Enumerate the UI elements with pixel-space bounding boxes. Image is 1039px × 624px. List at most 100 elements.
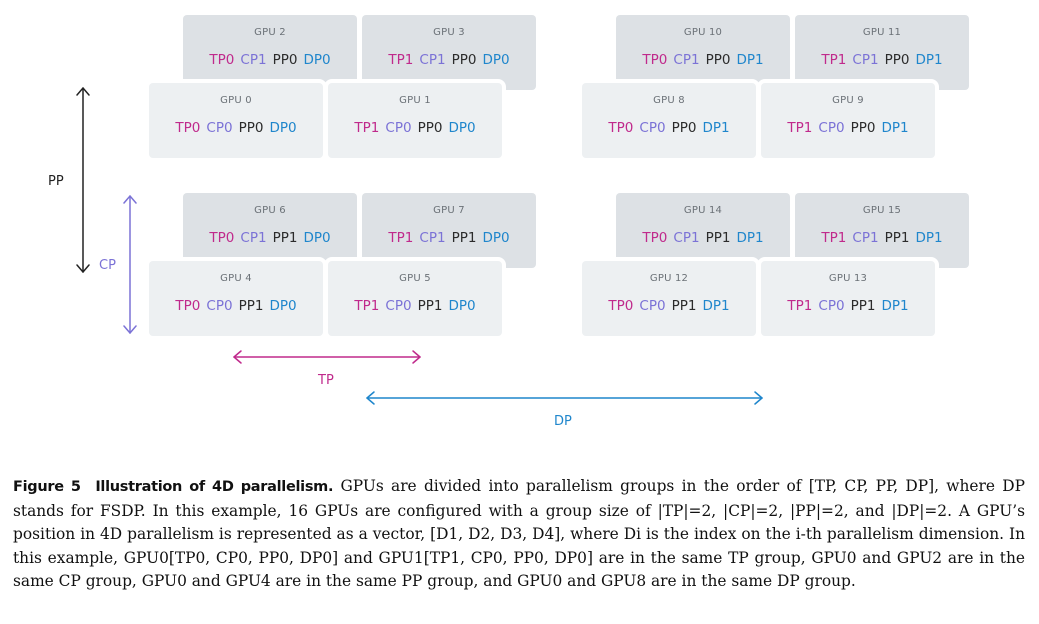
pp-rank: PP0 <box>272 52 298 68</box>
dp-rank: DP1 <box>736 52 764 68</box>
gpu-name: GPU 7 <box>433 205 465 216</box>
cp-axis-label: CP <box>99 258 116 273</box>
gpu-card-8: GPU 8 TP0 CP0 PP0 DP1 <box>582 83 756 158</box>
tp-rank: TP1 <box>787 120 813 136</box>
cp-rank: CP1 <box>673 230 700 246</box>
cp-rank: CP1 <box>240 230 267 246</box>
pp-rank: PP0 <box>417 120 443 136</box>
tp-rank: TP0 <box>642 52 668 68</box>
cp-rank: CP1 <box>673 52 700 68</box>
tp-rank: TP1 <box>787 298 813 314</box>
gpu-name: GPU 12 <box>649 273 689 284</box>
gpu-card-15: GPU 15 TP1 CP1 PP1 DP1 <box>795 193 969 268</box>
tp-arrow <box>233 350 421 364</box>
gpu-name: GPU 10 <box>683 27 723 38</box>
gpu-card-2: GPU 2 TP0 CP1 PP0 DP0 <box>183 15 357 90</box>
cp-rank: CP0 <box>818 298 845 314</box>
tp-rank: TP0 <box>175 298 201 314</box>
pp-rank: PP1 <box>238 298 264 314</box>
gpu-card-11: GPU 11 TP1 CP1 PP0 DP1 <box>795 15 969 90</box>
cp-rank: CP0 <box>639 298 666 314</box>
gpu-ranks: TP1 CP1 PP0 DP0 <box>362 52 536 68</box>
gpu-card-10: GPU 10 TP0 CP1 PP0 DP1 <box>616 15 790 90</box>
dp-rank: DP0 <box>303 230 331 246</box>
gpu-name: GPU 14 <box>683 205 723 216</box>
gpu-card-9: GPU 9 TP1 CP0 PP0 DP1 <box>761 83 935 158</box>
dp-rank: DP1 <box>736 230 764 246</box>
gpu-name: GPU 6 <box>254 205 286 216</box>
caption-body: GPUs are divided into parallelism groups… <box>13 477 1025 590</box>
dp-rank: DP1 <box>881 298 909 314</box>
tp-rank: TP0 <box>608 120 634 136</box>
gpu-name: GPU 0 <box>220 95 252 106</box>
dp-rank: DP1 <box>915 230 943 246</box>
gpu-name: GPU 15 <box>862 205 902 216</box>
pp-rank: PP0 <box>451 52 477 68</box>
cp-rank: CP0 <box>639 120 666 136</box>
axis-arrows <box>76 87 763 405</box>
gpu-ranks: TP0 CP1 PP0 DP0 <box>183 52 357 68</box>
dp-rank: DP0 <box>482 230 510 246</box>
dp-rank: DP1 <box>881 120 909 136</box>
dp-rank: DP0 <box>448 298 476 314</box>
gpu-card-4: GPU 4 TP0 CP0 PP1 DP0 <box>149 261 323 336</box>
tp-rank: TP0 <box>209 230 235 246</box>
gpu-name: GPU 9 <box>832 95 864 106</box>
tp-axis-label: TP <box>318 373 334 388</box>
pp-axis-label: PP <box>48 174 64 189</box>
gpu-name: GPU 3 <box>433 27 465 38</box>
pp-rank: PP0 <box>671 120 697 136</box>
pp-rank: PP1 <box>884 230 910 246</box>
gpu-name: GPU 13 <box>828 273 868 284</box>
pp-rank: PP0 <box>705 52 731 68</box>
dp-rank: DP0 <box>303 52 331 68</box>
pp-rank: PP0 <box>884 52 910 68</box>
cp-rank: CP1 <box>240 52 267 68</box>
dp-rank: DP0 <box>269 120 297 136</box>
figure-caption: Figure 5 Illustration of 4D parallelism.… <box>13 475 1025 594</box>
gpu-ranks: TP0 CP0 PP0 DP1 <box>582 120 756 136</box>
gpu-ranks: TP0 CP0 PP1 DP1 <box>582 298 756 314</box>
tp-rank: TP1 <box>354 298 380 314</box>
tp-rank: TP0 <box>209 52 235 68</box>
gpu-ranks: TP0 CP1 PP0 DP1 <box>616 52 790 68</box>
gpu-card-7: GPU 7 TP1 CP1 PP1 DP0 <box>362 193 536 268</box>
gpu-ranks: TP0 CP1 PP1 DP1 <box>616 230 790 246</box>
gpu-card-3: GPU 3 TP1 CP1 PP0 DP0 <box>362 15 536 90</box>
dp-axis-label: DP <box>554 414 572 429</box>
pp-rank: PP1 <box>671 298 697 314</box>
gpu-ranks: TP1 CP1 PP1 DP0 <box>362 230 536 246</box>
pp-rank: PP0 <box>850 120 876 136</box>
pp-arrow <box>76 87 90 273</box>
tp-rank: TP1 <box>354 120 380 136</box>
cp-rank: CP0 <box>206 120 233 136</box>
tp-rank: TP1 <box>388 52 414 68</box>
gpu-ranks: TP1 CP0 PP0 DP0 <box>328 120 502 136</box>
cp-rank: CP0 <box>385 298 412 314</box>
gpu-ranks: TP0 CP1 PP1 DP0 <box>183 230 357 246</box>
gpu-ranks: TP0 CP0 PP1 DP0 <box>149 298 323 314</box>
gpu-name: GPU 8 <box>653 95 685 106</box>
cp-rank: CP1 <box>852 230 879 246</box>
gpu-name: GPU 1 <box>399 95 431 106</box>
gpu-name: GPU 11 <box>862 27 902 38</box>
pp-rank: PP0 <box>238 120 264 136</box>
gpu-ranks: TP1 CP0 PP0 DP1 <box>761 120 935 136</box>
dp-rank: DP0 <box>448 120 476 136</box>
gpu-card-1: GPU 1 TP1 CP0 PP0 DP0 <box>328 83 502 158</box>
dp-rank: DP1 <box>702 120 730 136</box>
cp-rank: CP1 <box>419 52 446 68</box>
caption-label: Figure 5 <box>13 479 81 495</box>
gpu-card-5: GPU 5 TP1 CP0 PP1 DP0 <box>328 261 502 336</box>
gpu-card-6: GPU 6 TP0 CP1 PP1 DP0 <box>183 193 357 268</box>
cp-rank: CP1 <box>419 230 446 246</box>
pp-rank: PP1 <box>850 298 876 314</box>
dp-rank: DP0 <box>269 298 297 314</box>
tp-rank: TP1 <box>388 230 414 246</box>
gpu-ranks: TP1 CP1 PP0 DP1 <box>795 52 969 68</box>
cp-rank: CP1 <box>852 52 879 68</box>
pp-rank: PP1 <box>272 230 298 246</box>
cp-rank: CP0 <box>818 120 845 136</box>
caption-title: Illustration of 4D parallelism. <box>95 479 334 495</box>
gpu-ranks: TP1 CP0 PP1 DP0 <box>328 298 502 314</box>
